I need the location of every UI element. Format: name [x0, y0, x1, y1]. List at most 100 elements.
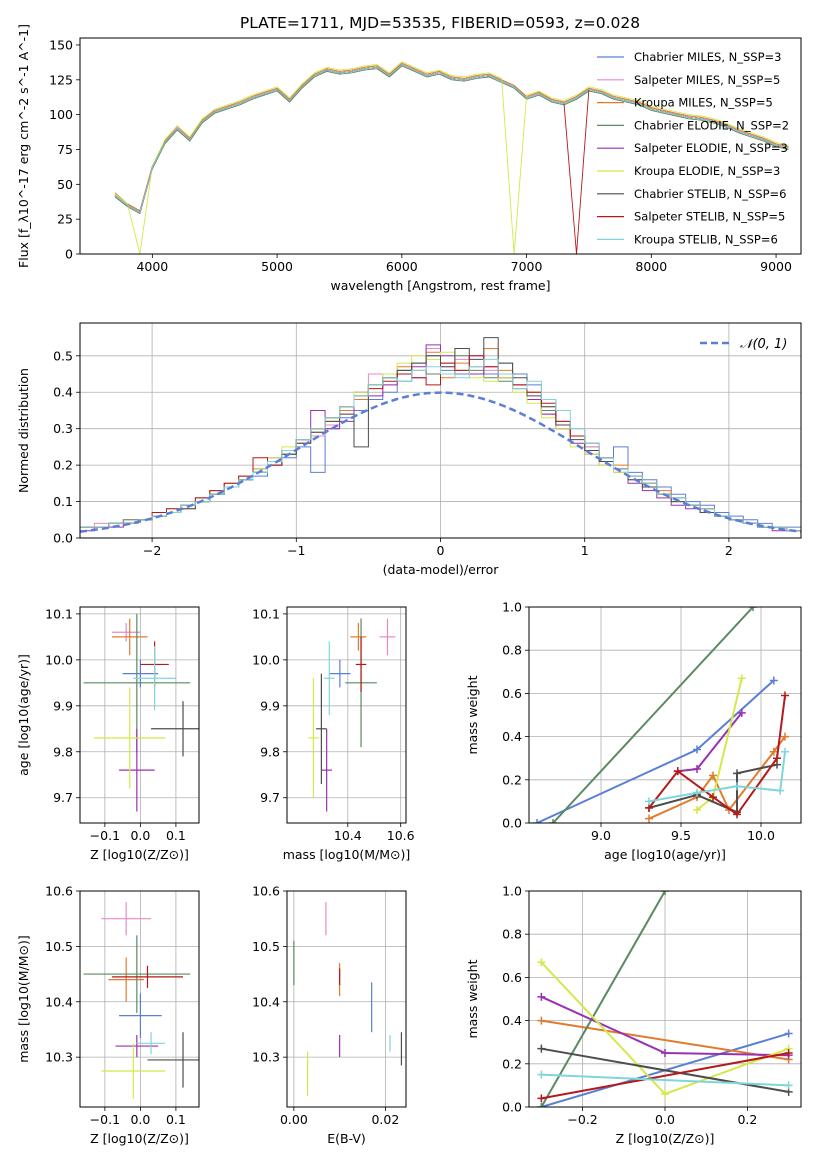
spectrum-panel: 4000 5000 6000 7000 8000 9000 0 25 50 75 100 125 150…: [16, 24, 802, 293]
y-tick-label: 0.6: [502, 686, 522, 701]
x-tick-label: 0.02: [371, 1112, 399, 1127]
weight-marker: [661, 1049, 669, 1057]
x-tick-label: 0.00: [280, 1112, 308, 1127]
spectrum-line: [114, 63, 789, 254]
y-axis-label: Normed distribution: [16, 368, 31, 493]
y-tick-label: 0: [65, 247, 73, 262]
weight-marker: [709, 793, 717, 802]
x-axis-label: wavelength [Angstrom, rest frame]: [330, 278, 550, 293]
y-tick-label: 0.5: [53, 348, 73, 363]
y-tick-label: 9.7: [260, 790, 280, 805]
weight-marker: [693, 765, 701, 773]
y-tick-label: 10.5: [252, 939, 280, 954]
legend-label: Chabrier MILES, N_SSP=3: [634, 50, 781, 64]
plot-frame: [286, 890, 407, 1108]
y-tick-label: 25: [57, 212, 73, 227]
histogram-step: [80, 358, 801, 538]
error-bars: [83, 613, 199, 812]
y-tick-label: 0.0: [53, 531, 73, 546]
weight-marker: [709, 771, 717, 780]
histograms: [80, 337, 801, 538]
y-tick-label: 10.0: [45, 652, 73, 667]
weight-marker: [537, 992, 546, 1001]
x-axis-label: (data-model)/error: [383, 562, 500, 577]
weight-marker: [733, 769, 741, 778]
weight-marker: [737, 674, 746, 683]
plot-frame: [528, 890, 802, 1108]
spectrum-line: [114, 61, 789, 254]
y-tick-label: 0.4: [53, 385, 73, 400]
weight-marker: [784, 1049, 793, 1057]
weight-line: [540, 891, 666, 1107]
weight-vs-age-panel: 9.0 9.5 10.0 0.0 0.2 0.4 0.6 0.8 1.0 age [log10(a…: [465, 600, 802, 862]
y-tick-label: 10.4: [252, 994, 280, 1009]
y-tick-label: 10.5: [45, 939, 73, 954]
normal-curve: [80, 391, 801, 533]
weight-marker: [781, 747, 789, 756]
x-tick-label: 10.6: [387, 828, 415, 843]
weight-marker: [537, 1044, 546, 1053]
x-tick-label: 8000: [635, 259, 667, 274]
legend-label: Chabrier ELODIE, N_SSP=2: [634, 118, 789, 132]
weight-marker: [773, 754, 781, 763]
x-tick-label: −0.1: [90, 1112, 120, 1127]
x-tick-label: 9000: [760, 259, 792, 274]
x-tick-label: 0.0: [655, 1112, 675, 1127]
y-axis-label: mass weight: [465, 675, 480, 754]
error-bars: [308, 618, 396, 812]
legend-label: Salpeter MILES, N_SSP=5: [634, 73, 780, 87]
spectrum-line: [114, 63, 789, 213]
y-tick-label: 10.6: [252, 884, 280, 899]
y-tick-label: 0.0: [502, 1100, 522, 1115]
weight-marker: [537, 1103, 546, 1107]
x-tick-label: 2: [725, 543, 733, 558]
y-tick-label: 0.2: [502, 772, 522, 787]
y-tick-label: 1.0: [502, 884, 522, 899]
weight-vs-Z-panel: −0.2 0.0 0.2 0.0 0.2 0.4 0.6 0.8 1.0 Z [log10(Z/Z…: [465, 884, 802, 1146]
weight-marker: [784, 1029, 793, 1038]
y-tick-label: 0.3: [53, 421, 73, 436]
x-tick-label: 0.1: [166, 1112, 186, 1127]
error-bars: [293, 902, 403, 1096]
legend-label: Kroupa MILES, N_SSP=5: [634, 96, 773, 110]
weight-marker: [776, 786, 785, 795]
legend-label: Salpeter ELODIE, N_SSP=3: [634, 141, 788, 155]
weight-marker: [733, 782, 741, 791]
y-tick-label: 0.6: [502, 970, 522, 985]
y-tick-label: 75: [57, 142, 73, 157]
y-tick-label: 10.3: [45, 1050, 73, 1065]
y-tick-label: 9.9: [53, 698, 73, 713]
spectrum-line: [114, 62, 789, 212]
y-tick-label: 9.8: [53, 744, 73, 759]
plot-frame: [79, 890, 200, 1108]
legend-label: Kroupa ELODIE, N_SSP=3: [634, 164, 780, 178]
y-tick-label: 0.1: [53, 494, 73, 509]
y-axis-label: mass weight: [465, 959, 480, 1038]
x-axis-label: Z [log10(Z/Z⊙)]: [90, 1131, 189, 1146]
x-axis-label: Z [log10(Z/Z⊙)]: [90, 847, 189, 862]
weight-marker: [693, 806, 701, 815]
plot-frame: [79, 606, 200, 824]
y-tick-label: 9.9: [260, 698, 280, 713]
weight-marker: [693, 788, 701, 797]
weight-marker: [749, 607, 757, 611]
x-axis-label: age [log10(age/yr)]: [604, 847, 726, 862]
y-tick-label: 10.3: [252, 1050, 280, 1065]
weight-line: [552, 607, 754, 823]
error-bars: [83, 902, 199, 1099]
weight-line: [541, 1073, 789, 1087]
y-axis-label: mass [log10(M/M⊙)]: [16, 935, 31, 1063]
spectrum-legend: Chabrier MILES, N_SSP=3 Salpeter MILES, N…: [597, 50, 789, 246]
weight-marker: [645, 814, 653, 823]
y-tick-label: 10.4: [45, 994, 73, 1009]
x-tick-label: 0.0: [130, 828, 150, 843]
x-tick-label: −1: [287, 543, 305, 558]
residuals-panel: −2 −1 0 1 2 0.0 0.1 0.2 0.3 0.4 0.5 (data-model)/er…: [16, 322, 802, 577]
y-tick-label: 0.8: [502, 927, 522, 942]
weight-marker: [537, 1016, 546, 1025]
age-vs-mass-panel: 10.4 10.6 9.7 9.8 9.9 10.0 10.1 mass [log10(M/M…: [252, 606, 415, 862]
plot-frame: [286, 606, 407, 824]
weight-marker: [733, 810, 741, 819]
y-tick-label: 1.0: [502, 600, 522, 615]
